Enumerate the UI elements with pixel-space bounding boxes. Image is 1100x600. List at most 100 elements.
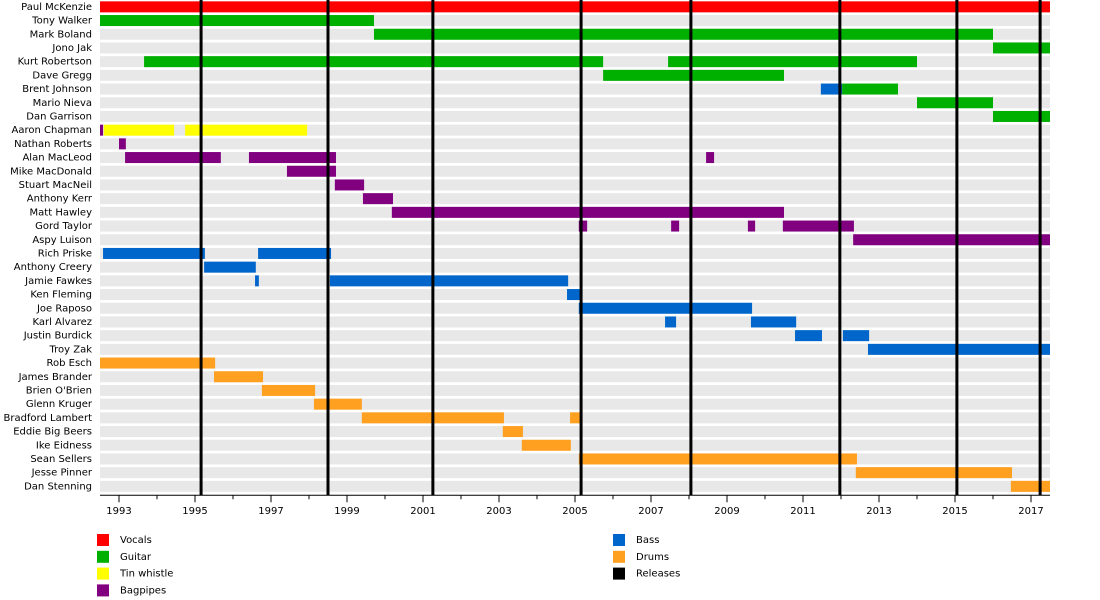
tenure-bar	[842, 330, 870, 342]
x-tick-label: 2011	[790, 506, 815, 517]
tenure-bar	[855, 467, 1012, 479]
legend-label: Bass	[636, 535, 659, 546]
row-stripe	[100, 343, 1050, 355]
legend-label: Guitar	[120, 552, 152, 563]
member-name: Jesse Pinner	[31, 468, 93, 479]
x-tick-label: 2017	[1018, 506, 1043, 517]
row-stripe	[100, 69, 1050, 81]
tenure-bar	[255, 275, 259, 287]
member-name: Dave Gregg	[32, 70, 92, 81]
legend-label: Releases	[636, 569, 680, 580]
legend-swatch	[97, 550, 109, 563]
row-stripe	[100, 384, 1050, 396]
x-tick-label: 2009	[714, 506, 739, 517]
legend-label: Drums	[636, 552, 669, 563]
tenure-bar	[993, 110, 1050, 122]
member-name: Rob Esch	[46, 358, 92, 369]
tenure-bar	[782, 220, 854, 232]
member-name: Mike MacDonald	[10, 166, 92, 177]
row-stripe	[100, 247, 1050, 259]
row-stripe	[100, 110, 1050, 122]
legend-swatch	[613, 550, 625, 563]
tenure-bar	[578, 220, 588, 232]
x-tick-label: 2007	[638, 506, 663, 517]
tenure-bar	[853, 234, 1050, 246]
member-name: Alan MacLeod	[22, 153, 92, 164]
member-name: Joe Raposo	[36, 303, 92, 314]
row-stripe	[100, 165, 1050, 177]
row-stripe	[100, 138, 1050, 150]
member-name: Bradford Lambert	[3, 413, 92, 424]
tenure-bar	[214, 371, 264, 383]
legend-swatch	[97, 584, 109, 597]
tenure-bar	[362, 193, 393, 205]
tenure-bar	[100, 15, 374, 27]
row-stripe	[100, 302, 1050, 314]
row-stripe	[100, 467, 1050, 479]
member-name: Brien O'Brien	[26, 385, 92, 396]
x-tick-label: 2015	[942, 506, 967, 517]
tenure-bar	[747, 220, 756, 232]
row-stripe	[100, 316, 1050, 328]
row-stripe	[100, 330, 1050, 342]
member-name: Rich Priske	[38, 248, 92, 259]
row-stripe	[100, 357, 1050, 369]
x-tick-label: 2005	[562, 506, 587, 517]
tenure-bar	[103, 247, 205, 259]
tenure-bar	[917, 97, 993, 109]
x-tick-label: 1995	[182, 506, 207, 517]
tenure-bar	[521, 439, 571, 451]
tenure-bar	[125, 152, 221, 164]
tenure-bar	[258, 247, 332, 259]
member-name: Troy Zak	[48, 344, 92, 355]
member-name: Brent Johnson	[22, 84, 92, 95]
member-name: Anthony Kerr	[27, 194, 93, 205]
tenure-bar	[204, 261, 256, 273]
legend-label: Vocals	[120, 535, 152, 546]
row-stripe	[100, 179, 1050, 191]
member-name: Stuart MacNeil	[19, 180, 92, 191]
row-stripe	[100, 453, 1050, 465]
row-stripe	[100, 234, 1050, 246]
row-stripe	[100, 83, 1050, 95]
legend-label: Tin whistle	[119, 569, 173, 580]
x-tick-label: 2013	[866, 506, 891, 517]
tenure-bar	[671, 220, 680, 232]
x-tick-label: 2001	[410, 506, 435, 517]
tenure-bar	[867, 343, 1050, 355]
tenure-bar	[567, 289, 580, 301]
tenure-bar	[329, 275, 569, 287]
member-name: Jamie Fawkes	[24, 276, 92, 287]
legend-swatch	[613, 567, 625, 580]
x-tick-label: 1999	[334, 506, 359, 517]
row-stripe	[100, 426, 1050, 438]
row-stripe	[100, 42, 1050, 54]
tenure-bar	[668, 56, 917, 68]
member-name: Paul McKenzie	[21, 2, 92, 13]
member-name: Tony Walker	[31, 16, 93, 27]
tenure-bar	[248, 152, 336, 164]
member-name: Matt Hawley	[30, 207, 93, 218]
legend-swatch	[97, 567, 109, 580]
tenure-bar	[706, 152, 715, 164]
member-name: Mark Boland	[30, 29, 92, 40]
member-name: Jono Jak	[51, 43, 92, 54]
tenure-bar	[993, 42, 1050, 54]
member-name: Eddie Big Beers	[13, 427, 92, 438]
tenure-bar	[100, 124, 104, 136]
tenure-bar	[750, 316, 797, 328]
row-stripe	[100, 398, 1050, 410]
tenure-bar	[502, 426, 523, 438]
member-name: Nathan Roberts	[14, 139, 92, 150]
tenure-bar	[391, 206, 784, 218]
tenure-bar	[578, 302, 753, 314]
member-name: Justin Burdick	[23, 331, 92, 342]
tenure-bar	[373, 28, 994, 40]
tenure-bar	[820, 83, 843, 95]
tenure-bar	[842, 83, 898, 95]
tenure-bar	[795, 330, 822, 342]
member-name: Glenn Kruger	[26, 399, 93, 410]
tenure-bar	[100, 357, 216, 369]
